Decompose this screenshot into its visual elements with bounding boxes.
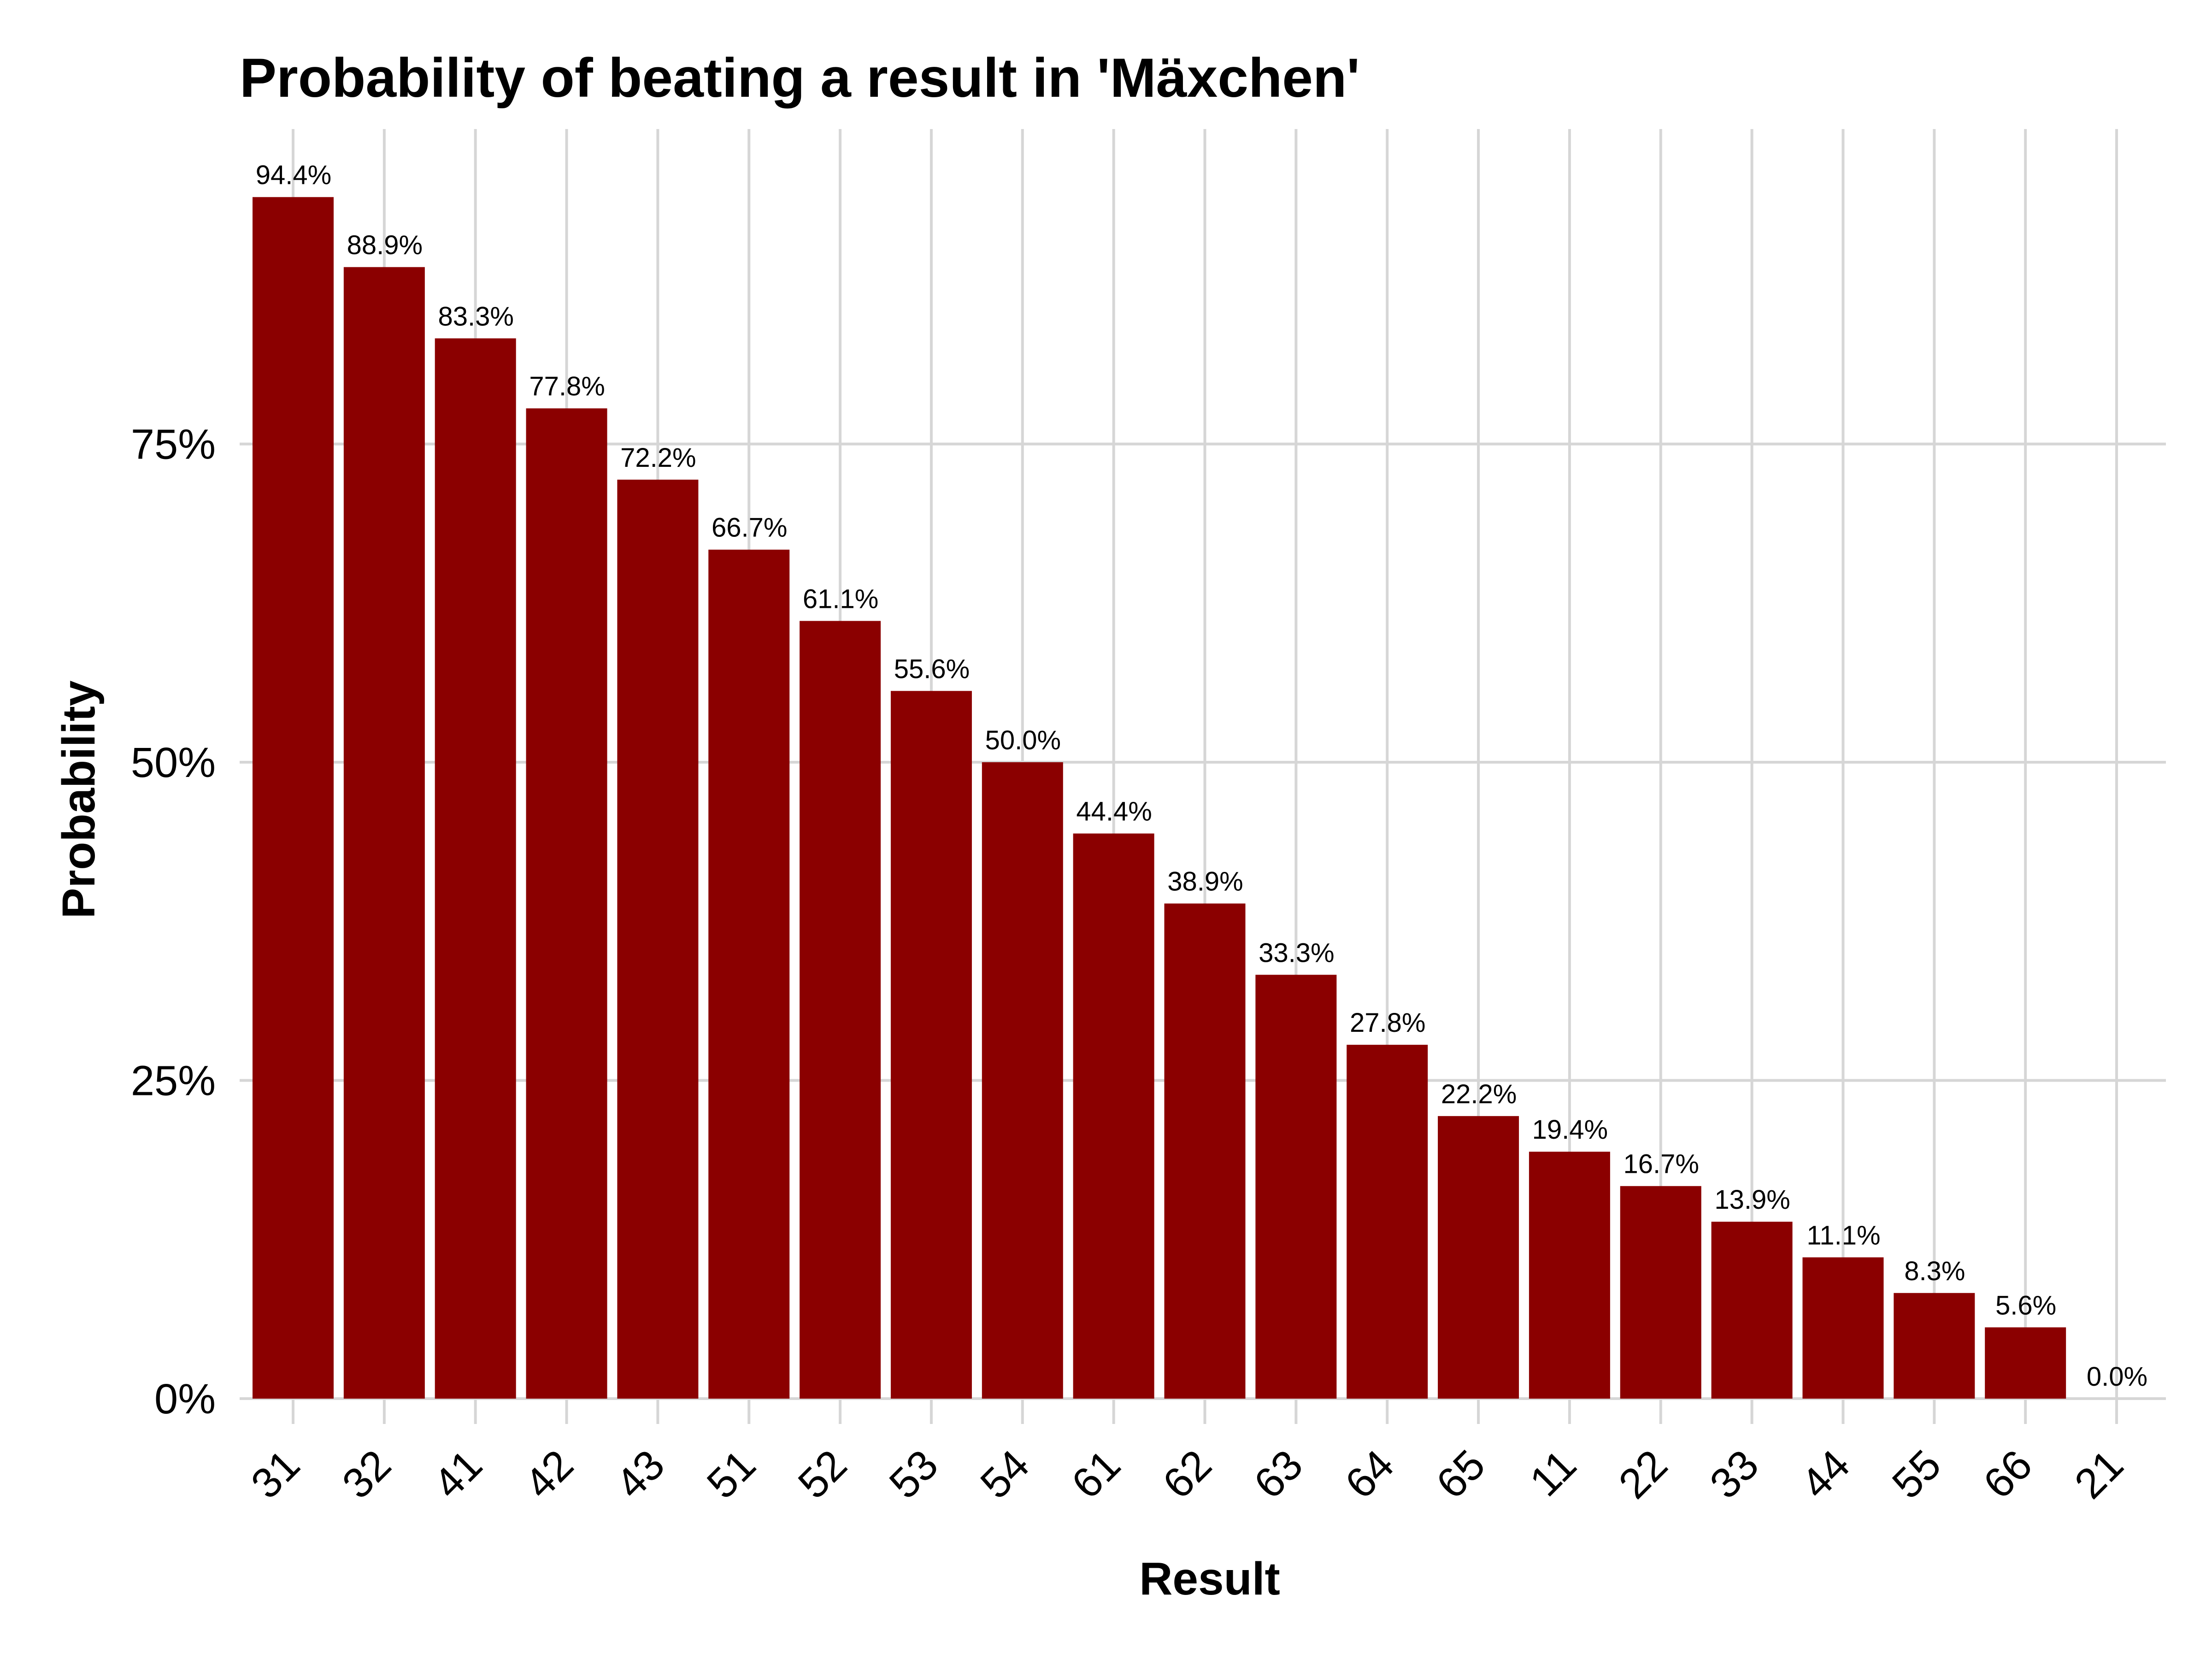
bar-42 — [526, 408, 607, 1399]
data-label: 66.7% — [712, 513, 787, 543]
data-label: 19.4% — [1532, 1115, 1608, 1145]
data-label: 55.6% — [894, 654, 970, 684]
data-label: 8.3% — [1904, 1256, 1965, 1286]
y-axis-ticks: 0% 25% 50% 75% — [131, 421, 216, 1423]
x-tick-label: 22 — [1610, 1441, 1676, 1507]
bar-41 — [435, 338, 516, 1399]
x-tick-label: 52 — [789, 1441, 856, 1507]
data-label: 72.2% — [620, 443, 696, 473]
bar-31 — [253, 197, 334, 1399]
x-tick-label: 33 — [1701, 1441, 1767, 1507]
bars — [253, 197, 2066, 1399]
data-label: 50.0% — [985, 725, 1061, 755]
data-label: 44.4% — [1076, 797, 1152, 827]
data-label: 33.3% — [1259, 938, 1334, 968]
data-labels: 94.4% 88.9% 83.3% 77.8% 72.2% 66.7% 61.1% 55.6%… — [256, 160, 2147, 1392]
x-tick-label: 51 — [698, 1441, 765, 1507]
bar-43 — [617, 479, 699, 1399]
bar-52 — [800, 621, 881, 1399]
x-tick-label: 65 — [1428, 1441, 1494, 1507]
chart-title: Probability of beating a result in 'Mäxc… — [240, 47, 1360, 109]
x-tick-label: 66 — [1975, 1441, 2041, 1507]
data-label: 11.1% — [1806, 1220, 1880, 1250]
x-tick-label: 61 — [1063, 1441, 1129, 1507]
data-label: 16.7% — [1624, 1149, 1699, 1179]
data-label: 13.9% — [1714, 1185, 1790, 1215]
y-tick-label: 75% — [131, 421, 216, 468]
data-label: 0.0% — [2087, 1362, 2147, 1392]
y-tick-label: 25% — [131, 1058, 216, 1105]
x-tick-label: 44 — [1792, 1441, 1859, 1507]
x-tick-label: 63 — [1245, 1441, 1312, 1507]
x-tick-label: 54 — [971, 1441, 1038, 1507]
data-label: 27.8% — [1350, 1008, 1425, 1038]
bar-64 — [1347, 1045, 1428, 1399]
bar-33 — [1711, 1222, 1793, 1399]
bar-65 — [1438, 1116, 1519, 1399]
data-label: 83.3% — [438, 301, 513, 331]
bar-32 — [343, 267, 425, 1399]
x-axis-ticks: 31 32 41 42 43 51 52 53 54 61 62 63 64 65 11 22 33 44 55 66… — [242, 1441, 2132, 1507]
y-tick-label: 0% — [154, 1376, 216, 1423]
bar-62 — [1164, 903, 1246, 1399]
x-tick-label: 42 — [516, 1441, 582, 1507]
data-label: 5.6% — [1995, 1290, 2056, 1320]
bar-66 — [1985, 1327, 2066, 1399]
x-tick-label: 55 — [1883, 1441, 1950, 1507]
bar-11 — [1529, 1152, 1610, 1399]
bar-44 — [1802, 1257, 1884, 1399]
x-tick-label: 21 — [2066, 1441, 2132, 1507]
data-label: 38.9% — [1167, 867, 1243, 897]
bar-61 — [1073, 833, 1154, 1399]
x-axis-title: Result — [1139, 1553, 1280, 1605]
data-label: 61.1% — [803, 584, 878, 614]
x-tick-label: 53 — [881, 1441, 947, 1507]
x-tick-label: 41 — [424, 1441, 491, 1507]
bar-55 — [1894, 1293, 1975, 1399]
bar-22 — [1620, 1186, 1701, 1399]
y-tick-label: 50% — [131, 739, 216, 786]
x-tick-label: 43 — [607, 1441, 673, 1507]
bar-51 — [708, 549, 790, 1399]
data-label: 88.9% — [347, 230, 423, 260]
x-tick-label: 32 — [333, 1441, 400, 1507]
y-axis-title: Probability — [53, 680, 105, 918]
x-tick-label: 31 — [242, 1441, 309, 1507]
data-label: 77.8% — [529, 371, 605, 401]
bar-63 — [1255, 975, 1337, 1399]
x-tick-label: 64 — [1336, 1441, 1403, 1507]
x-tick-label: 11 — [1521, 1441, 1585, 1506]
data-label: 22.2% — [1441, 1079, 1517, 1109]
bar-54 — [982, 762, 1063, 1399]
bar-53 — [890, 691, 972, 1399]
data-label: 94.4% — [256, 160, 331, 190]
x-tick-label: 62 — [1154, 1441, 1220, 1507]
